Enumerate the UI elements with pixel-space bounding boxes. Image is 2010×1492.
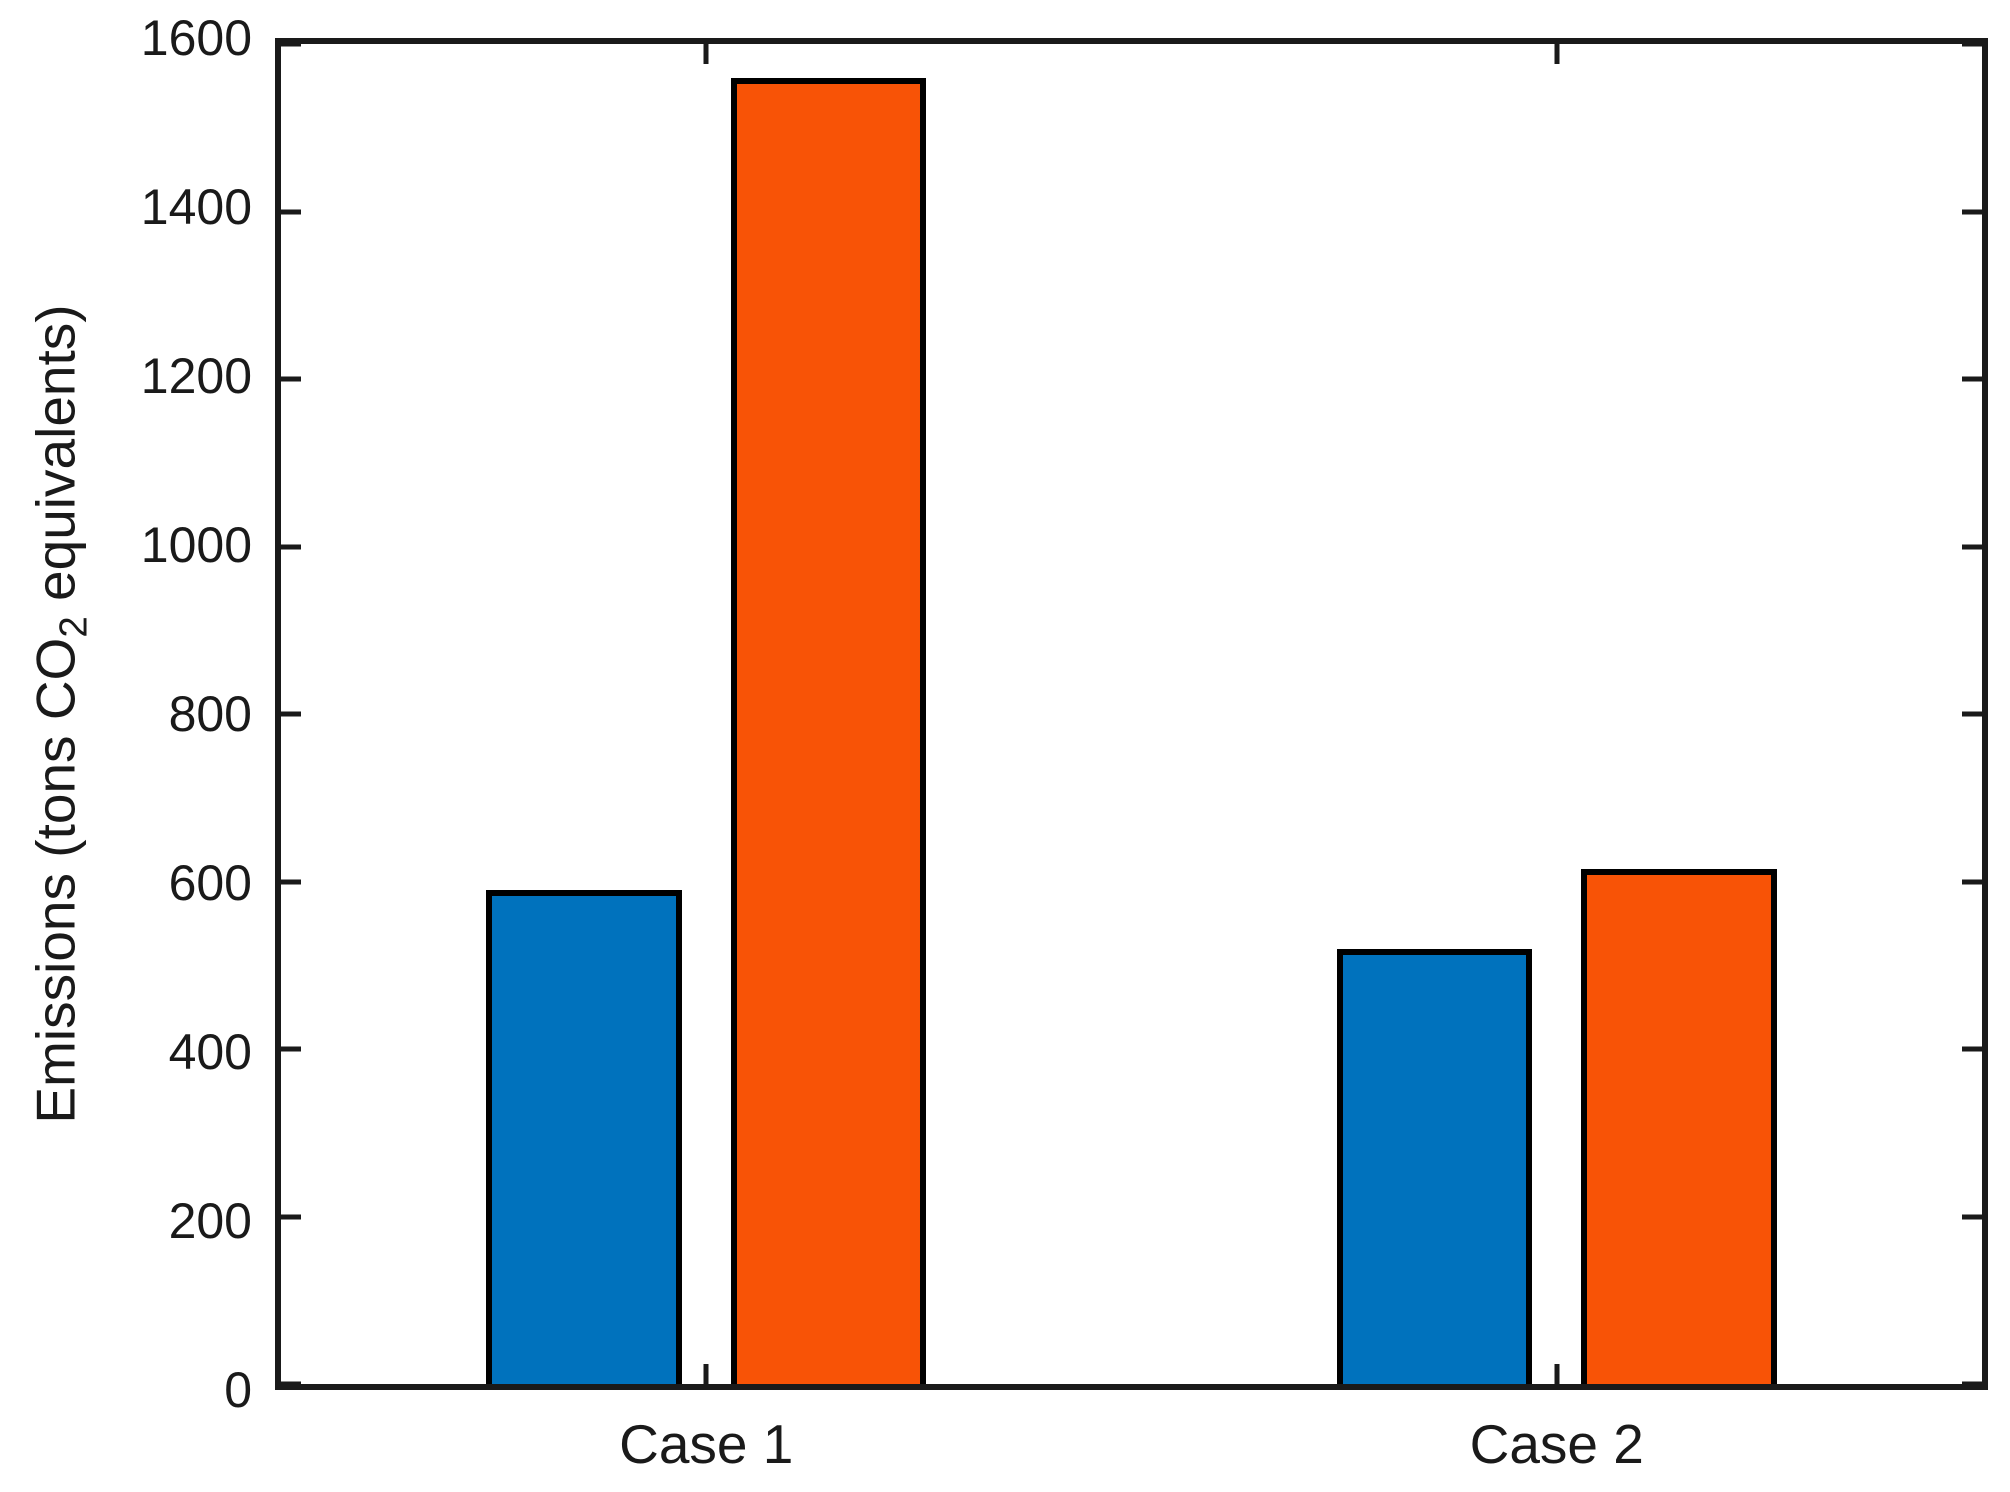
y-tick-mark-right — [1962, 44, 1982, 47]
y-tick-mark-left — [281, 711, 301, 717]
y-tick-mark-right — [1962, 209, 1982, 214]
y-tick-mark-left — [281, 376, 301, 382]
y-tick-mark-right — [1962, 711, 1982, 717]
x-tick-label: Case 1 — [619, 1413, 794, 1475]
y-tick-mark-left — [281, 1381, 301, 1384]
plot-area — [275, 38, 1988, 1390]
y-tick-labels: 0 200 400 600 800 1000 1200 1400 1600 — [0, 13, 252, 1415]
y-tick-label: 1600 — [140, 10, 252, 66]
y-tick-label: 800 — [168, 686, 252, 742]
y-tick-mark-left — [281, 209, 301, 214]
x-tick-mark-top — [1554, 44, 1560, 64]
x-tick-labels: Case 1 Case 2 — [281, 1414, 1982, 1484]
y-tick-label: 600 — [168, 855, 252, 911]
bar-blue-1 — [486, 889, 682, 1384]
y-tick-label: 1000 — [140, 517, 252, 573]
y-tick-mark-right — [1962, 544, 1982, 549]
y-tick-mark-right — [1962, 1046, 1982, 1052]
y-tick-label: 200 — [168, 1193, 252, 1249]
x-tick-mark-bottom — [703, 1364, 709, 1384]
y-tick-mark-left — [281, 879, 301, 884]
y-tick-mark-right — [1962, 1381, 1982, 1384]
y-tick-mark-right — [1962, 376, 1982, 382]
bar-blue-2 — [1336, 948, 1533, 1384]
y-tick-mark-left — [281, 544, 301, 549]
y-tick-label: 1400 — [140, 179, 252, 235]
y-tick-label: 400 — [168, 1024, 252, 1080]
bar-orange-2 — [1581, 868, 1777, 1384]
bar-orange-1 — [730, 77, 927, 1384]
y-tick-label: 0 — [224, 1362, 252, 1418]
x-tick-mark-bottom — [1554, 1364, 1560, 1384]
x-tick-label: Case 2 — [1469, 1413, 1644, 1475]
y-tick-label: 1200 — [140, 348, 252, 404]
y-tick-mark-left — [281, 44, 301, 47]
y-tick-mark-right — [1962, 1214, 1982, 1219]
y-tick-mark-left — [281, 1046, 301, 1052]
x-tick-mark-top — [703, 44, 709, 64]
y-tick-mark-left — [281, 1214, 301, 1219]
y-tick-mark-right — [1962, 879, 1982, 884]
